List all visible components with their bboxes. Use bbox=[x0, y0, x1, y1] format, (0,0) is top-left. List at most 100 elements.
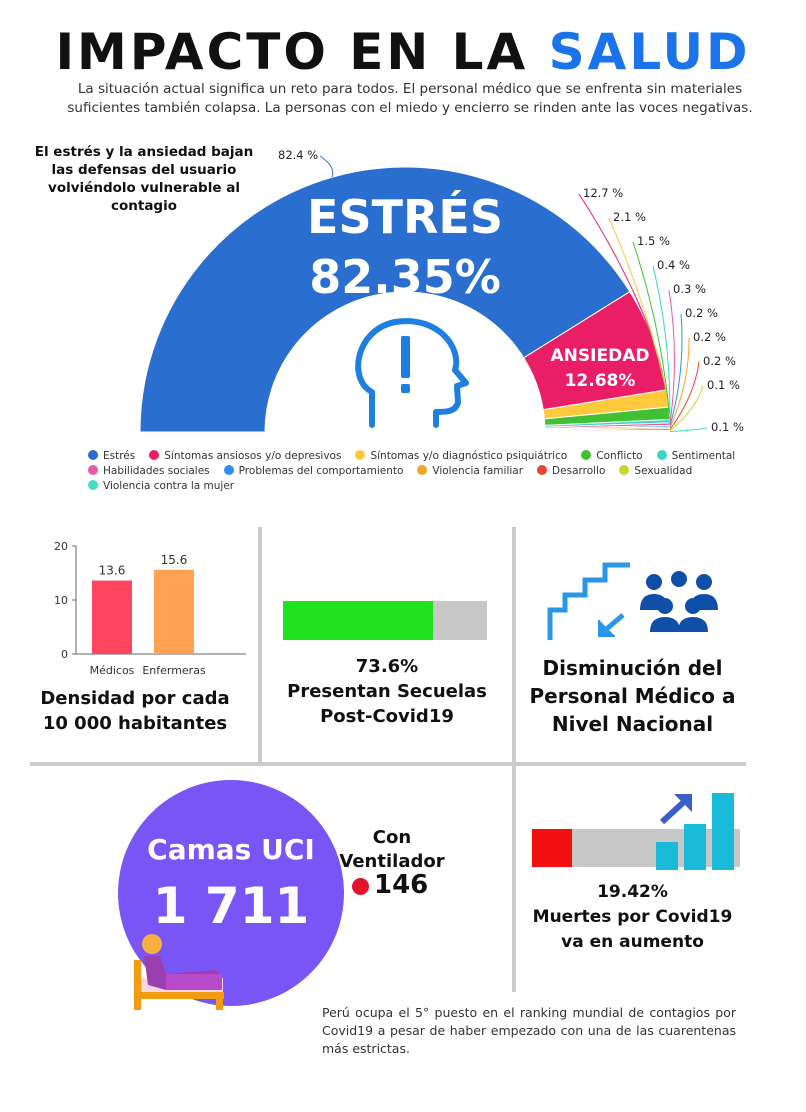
y-tick-label: 0 bbox=[61, 648, 68, 661]
exclamation-dot bbox=[401, 384, 410, 393]
donut-slice-0 bbox=[139, 166, 631, 433]
estres-percent: 82.35% bbox=[309, 250, 501, 304]
legend-label: Estrés bbox=[103, 450, 136, 462]
leader-line-5 bbox=[668, 289, 675, 425]
legend-swatch bbox=[537, 465, 548, 475]
slice-value-label-7: 0.2 % bbox=[693, 330, 726, 344]
y-tick-label: 20 bbox=[54, 540, 68, 553]
bar-1 bbox=[154, 569, 194, 654]
legend-label: Habilidades sociales bbox=[103, 465, 210, 477]
leader-line-8 bbox=[669, 361, 700, 430]
legend-item: Conflicto bbox=[581, 450, 643, 462]
leader-line-1 bbox=[578, 193, 654, 340]
leader-line-3 bbox=[632, 241, 670, 414]
intro-text: La situación actual significa un reto pa… bbox=[67, 81, 753, 116]
leader-line-4 bbox=[652, 265, 671, 422]
muertes-progress-fill bbox=[532, 829, 573, 867]
page-title: IMPACTO EN LA SALUD bbox=[0, 24, 806, 80]
legend-label: Violencia contra la mujer bbox=[103, 480, 235, 492]
title-part-1: IMPACTO EN LA bbox=[55, 23, 549, 81]
legend-swatch bbox=[223, 465, 234, 475]
bar-0 bbox=[92, 580, 132, 654]
legend-swatch bbox=[355, 450, 366, 460]
leader-line-10 bbox=[669, 427, 708, 433]
bar-value-label: 15.6 bbox=[161, 553, 188, 567]
leader-line-0 bbox=[319, 155, 334, 178]
donut-slice-10 bbox=[544, 430, 671, 433]
secuelas-progress-bar bbox=[283, 601, 487, 640]
slice-value-label-6: 0.2 % bbox=[685, 306, 718, 320]
legend-swatch bbox=[619, 465, 630, 475]
leader-line-6 bbox=[669, 313, 683, 427]
slice-value-label-9: 0.1 % bbox=[707, 378, 740, 392]
muertes-text: Muertes por Covid19 va en aumento bbox=[532, 907, 733, 952]
legend-item: Síntomas y/o diagnóstico psiquiátrico bbox=[355, 450, 567, 462]
secuelas-text: Presentan Secuelas Post-Covid19 bbox=[287, 681, 487, 727]
legend-swatch bbox=[581, 450, 592, 460]
legend-label: Síntomas y/o diagnóstico psiquiátrico bbox=[370, 450, 568, 462]
legend-item: Habilidades sociales bbox=[88, 465, 210, 477]
slice-value-label-1: 12.7 % bbox=[583, 186, 624, 200]
ventilator-dot bbox=[352, 878, 369, 895]
rising-bars-icon bbox=[656, 793, 734, 870]
legend-item: Sentimental bbox=[656, 450, 736, 462]
slice-value-label-0: 82.4 % bbox=[278, 148, 319, 162]
legend-row: Estrés Síntomas ansiosos y/o depresivos Sí… bbox=[88, 450, 748, 465]
legend-swatch bbox=[88, 465, 98, 475]
legend-label: Sentimental bbox=[671, 450, 736, 462]
slice-value-label-3: 1.5 % bbox=[637, 234, 670, 248]
legend-item: Sexualidad bbox=[619, 465, 692, 477]
estres-label: ESTRÉS bbox=[307, 190, 503, 244]
category-label: Médicos bbox=[90, 664, 135, 677]
legend-swatch bbox=[656, 450, 667, 460]
secuelas-percent: 73.6% bbox=[355, 656, 419, 677]
divider-vertical-2 bbox=[512, 527, 516, 763]
slice-value-label-4: 0.4 % bbox=[657, 258, 690, 272]
legend-row: Habilidades sociales Problemas del compor… bbox=[88, 465, 748, 480]
ventilator-value: 146 bbox=[374, 870, 429, 900]
category-label: Enfermeras bbox=[142, 664, 206, 677]
uci-value: 1 711 bbox=[152, 877, 310, 935]
secuelas-progress-fill bbox=[283, 601, 434, 640]
personal-caption: Disminución del Personal Médico a Nivel … bbox=[529, 656, 736, 736]
legend-item: Violencia familiar bbox=[417, 465, 523, 477]
head-exclamation-icon bbox=[355, 318, 469, 428]
y-tick-label: 10 bbox=[54, 594, 68, 607]
divider-vertical-1 bbox=[258, 527, 262, 763]
leader-line-7 bbox=[669, 337, 690, 429]
bar-value-label: 13.6 bbox=[99, 564, 126, 578]
legend-swatch bbox=[88, 480, 98, 490]
legend-row: Violencia contra la mujer bbox=[88, 480, 748, 495]
group-people-icon bbox=[640, 571, 718, 632]
patient-bed-icon bbox=[134, 934, 224, 1010]
muertes-percent: 19.42% bbox=[597, 882, 668, 902]
footer-note: Perú ocupa el 5° puesto en el ranking mu… bbox=[322, 1005, 736, 1056]
legend-item: Estrés bbox=[88, 450, 135, 462]
ansiedad-percent: 12.68% bbox=[564, 371, 636, 391]
legend-label: Violencia familiar bbox=[432, 465, 524, 477]
exclamation-bar bbox=[401, 336, 410, 378]
ventilator-label: Con Ventilador bbox=[339, 827, 445, 872]
divider-horizontal bbox=[30, 762, 746, 766]
legend-label: Síntomas ansiosos y/o depresivos bbox=[164, 450, 342, 462]
uci-title: Camas UCI bbox=[147, 833, 315, 866]
legend-swatch bbox=[88, 450, 98, 460]
slice-value-label-5: 0.3 % bbox=[673, 282, 706, 296]
title-part-2: SALUD bbox=[548, 23, 751, 81]
legend-label: Sexualidad bbox=[634, 465, 693, 477]
half-donut-chart bbox=[139, 155, 708, 433]
density-caption: Densidad por cada 10 000 habitantes bbox=[40, 688, 230, 734]
legend-label: Problemas del comportamiento bbox=[238, 465, 404, 477]
chart-legend: Estrés Síntomas ansiosos y/o depresivos Sí… bbox=[88, 450, 748, 495]
legend-item: Problemas del comportamiento bbox=[223, 465, 404, 477]
muertes-caption: 19.42% Muertes por Covid19 va en aumento bbox=[520, 880, 745, 955]
secuelas-caption: 73.6% Presentan Secuelas Post-Covid19 bbox=[262, 654, 512, 729]
legend-swatch bbox=[417, 465, 428, 475]
legend-item: Síntomas ansiosos y/o depresivos bbox=[149, 450, 341, 462]
stairs-down-icon bbox=[547, 562, 630, 640]
leader-line-2 bbox=[608, 217, 669, 399]
leader-line-9 bbox=[669, 385, 704, 432]
legend-label: Desarrollo bbox=[552, 465, 606, 477]
legend-swatch bbox=[149, 450, 160, 460]
density-bar-chart: 0 10 20 13.6 Médicos 15.6 Enfermeras bbox=[54, 540, 246, 677]
